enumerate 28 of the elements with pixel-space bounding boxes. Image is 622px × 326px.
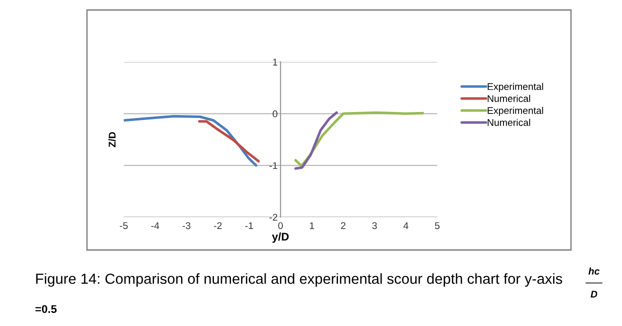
line-series [294, 111, 338, 170]
x-tick-label: 5 [434, 222, 440, 230]
y-tick-label: 1 [273, 58, 278, 66]
y-tick-label: -2 [270, 214, 278, 221]
x-tick-label: 2 [341, 222, 346, 230]
x-tick-label: 0 [278, 222, 283, 230]
x-tick-label: 4 [403, 222, 408, 230]
text: D [590, 290, 598, 298]
y-axis-title: Z/D [108, 132, 116, 148]
text: =0.5 [35, 305, 57, 313]
y-tick-label: 0 [272, 110, 278, 118]
x-tick-label: -1 [245, 222, 254, 230]
line-series [124, 115, 258, 167]
x-axis-title: y/D [272, 232, 289, 243]
legend-label: Numerical [488, 94, 530, 102]
x-tick-label: -4 [151, 222, 160, 230]
x-tick-label: -5 [120, 222, 128, 230]
legend-label: Numerical [488, 118, 530, 126]
caption: Figure 14: Comparison of numerical and experimental scour depth chart for y-axis [36, 273, 562, 287]
x-tick-label: -3 [182, 222, 190, 230]
x-tick-label: 3 [372, 222, 377, 230]
legend-label: Experimental [488, 106, 544, 116]
x-tick-label: -2 [214, 222, 222, 230]
line-series [198, 120, 260, 163]
text: hc [588, 267, 600, 275]
x-tick-label: 1 [310, 222, 314, 230]
y-tick-label: -1 [270, 162, 278, 169]
legend-label: Experimental [488, 82, 544, 92]
